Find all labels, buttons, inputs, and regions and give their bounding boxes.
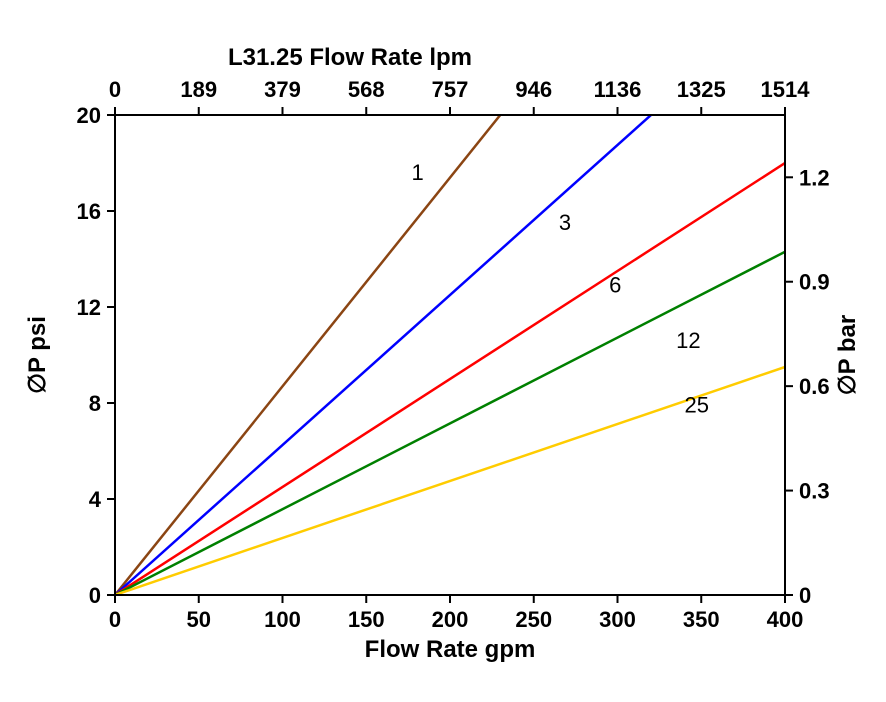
x-top-tick-label: 1514 xyxy=(761,77,811,102)
x-top-tick-label: 1325 xyxy=(677,77,726,102)
chart-title: L31.25 Flow Rate lpm xyxy=(228,44,472,71)
x-bottom-tick-label: 350 xyxy=(683,607,720,632)
series-label: 3 xyxy=(559,210,571,235)
x-top-tick-label: 568 xyxy=(348,77,385,102)
y-right-tick-label: 0.6 xyxy=(799,374,830,399)
x-bottom-axis-label: Flow Rate gpm xyxy=(365,636,536,663)
x-bottom-tick-label: 100 xyxy=(264,607,301,632)
x-bottom-tick-label: 400 xyxy=(767,607,804,632)
x-bottom-tick-label: 250 xyxy=(515,607,552,632)
y-left-tick-label: 4 xyxy=(89,487,102,512)
series-label: 1 xyxy=(411,160,423,185)
y-left-axis-label: ∅P psi xyxy=(24,316,51,394)
y-left-tick-label: 0 xyxy=(89,583,101,608)
series-label: 25 xyxy=(685,393,709,418)
chart-svg: 050100150200250300350400Flow Rate gpm018… xyxy=(0,0,886,702)
x-bottom-tick-label: 0 xyxy=(109,607,121,632)
chart-container: 050100150200250300350400Flow Rate gpm018… xyxy=(0,0,886,702)
x-bottom-tick-label: 50 xyxy=(187,607,211,632)
y-right-tick-label: 0.3 xyxy=(799,479,830,504)
x-top-tick-label: 757 xyxy=(432,77,469,102)
plot-area xyxy=(115,115,785,595)
x-top-tick-label: 379 xyxy=(264,77,301,102)
x-bottom-tick-label: 300 xyxy=(599,607,636,632)
y-right-tick-label: 1.2 xyxy=(799,165,830,190)
y-left-tick-label: 16 xyxy=(77,199,101,224)
x-top-tick-label: 0 xyxy=(109,77,121,102)
y-left-tick-label: 12 xyxy=(77,295,101,320)
y-left-tick-label: 20 xyxy=(77,103,101,128)
series-label: 6 xyxy=(609,273,621,298)
x-top-tick-label: 946 xyxy=(515,77,552,102)
x-top-tick-label: 1136 xyxy=(594,77,642,102)
x-top-tick-label: 189 xyxy=(180,77,217,102)
y-right-axis-label: ∅P bar xyxy=(834,315,861,396)
x-bottom-tick-label: 150 xyxy=(348,607,385,632)
y-left-tick-label: 8 xyxy=(89,391,101,416)
y-right-tick-label: 0 xyxy=(799,583,811,608)
x-bottom-tick-label: 200 xyxy=(432,607,469,632)
y-right-tick-label: 0.9 xyxy=(799,270,830,295)
series-label: 12 xyxy=(676,328,700,353)
